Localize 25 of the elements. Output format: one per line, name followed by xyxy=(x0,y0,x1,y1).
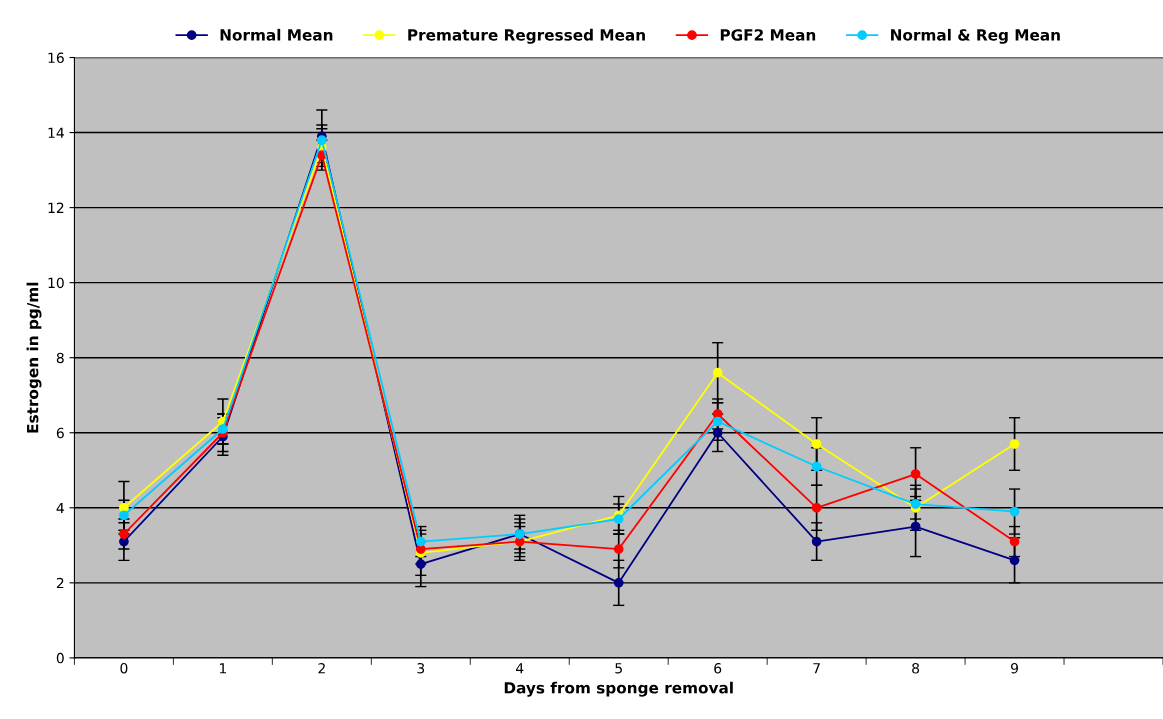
x-tick-label: 9 xyxy=(1011,662,1018,674)
x-tick-label: 4 xyxy=(516,663,524,674)
x-tick-label: 1 xyxy=(219,663,227,674)
y-tick-label: 4 xyxy=(56,502,64,514)
legend-label: Normal Mean xyxy=(220,28,333,41)
y-tick-label: 10 xyxy=(48,277,64,289)
legend-label: PGF2 Mean xyxy=(720,29,816,41)
y-tick-label: 14 xyxy=(48,127,64,138)
x-tick-label: 5 xyxy=(615,663,622,674)
y-axis-title: Estrogen in pg/ml xyxy=(26,282,42,433)
x-tick-label: 6 xyxy=(714,662,722,674)
x-tick-label: 3 xyxy=(417,662,425,674)
x-tick-label: 0 xyxy=(120,662,128,674)
y-tick-label: 16 xyxy=(48,52,64,63)
legend-label: Normal & Reg Mean xyxy=(891,28,1060,44)
y-tick-label: 6 xyxy=(56,427,64,439)
x-tick-label: 8 xyxy=(912,662,920,674)
y-tick-label: 2 xyxy=(56,577,64,589)
y-tick-label: 12 xyxy=(48,202,64,213)
x-tick-label: 2 xyxy=(318,662,325,674)
y-tick-label: 8 xyxy=(56,352,64,364)
x-axis-title: Days from sponge removal xyxy=(504,681,733,697)
y-tick-label: 0 xyxy=(56,652,64,664)
x-tick-label: 7 xyxy=(813,663,820,674)
legend-label: Premature Regressed Mean xyxy=(408,28,645,44)
